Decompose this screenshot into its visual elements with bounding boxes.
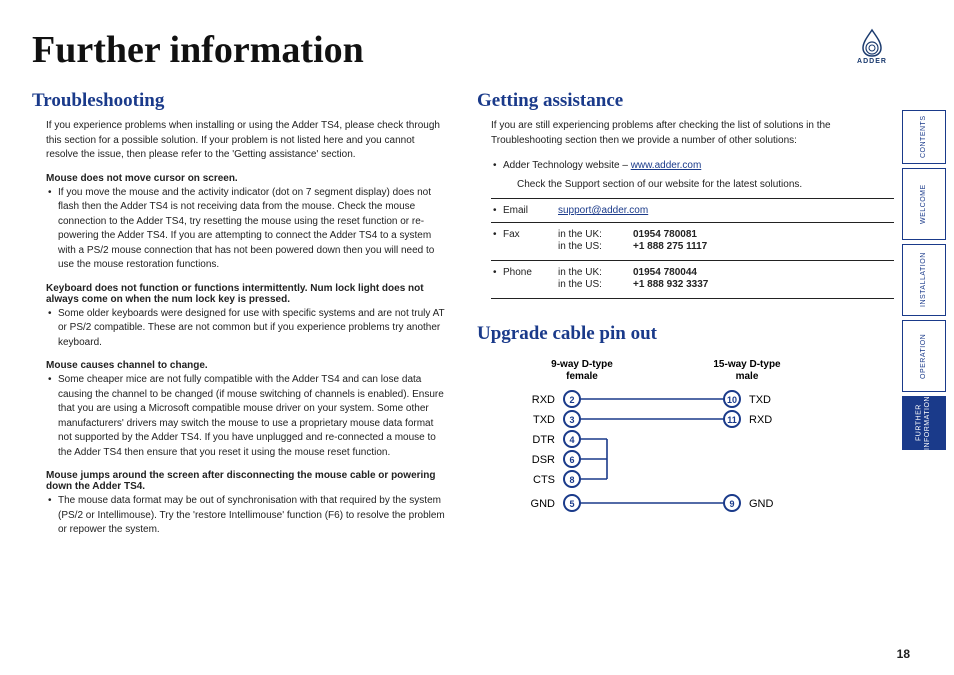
nav-tab-contents[interactable]: CONTENTS [902, 110, 946, 164]
svg-text:male: male [736, 371, 759, 382]
svg-text:female: female [566, 371, 598, 382]
svg-text:TXD: TXD [749, 394, 771, 406]
svg-text:GND: GND [531, 498, 556, 510]
svg-text:CTS: CTS [533, 474, 555, 486]
svg-text:10: 10 [727, 395, 737, 405]
svg-text:6: 6 [569, 455, 574, 465]
troubleshooting-intro: If you experience problems when installi… [46, 119, 449, 163]
side-nav: CONTENTS WELCOME INSTALLATION OPERATION … [902, 110, 946, 450]
fax-us: +1 888 275 1117 [633, 241, 707, 252]
nav-tab-operation[interactable]: OPERATION [902, 320, 946, 392]
svg-text:3: 3 [569, 415, 574, 425]
svg-text:GND: GND [749, 498, 774, 510]
svg-text:9: 9 [729, 499, 734, 509]
phone-row: Phone in the UK: 01954 780044 [503, 267, 894, 278]
us-label: in the US: [558, 279, 633, 290]
uk-label: in the UK: [558, 267, 633, 278]
fax-us-row: in the US: +1 888 275 1117 [503, 241, 894, 252]
website-label: Adder Technology website – [503, 160, 628, 171]
svg-text:RXD: RXD [749, 414, 772, 426]
email-row: Email support@adder.com [503, 205, 894, 216]
email-link[interactable]: support@adder.com [558, 205, 648, 216]
website-note: Check the Support section of our website… [517, 177, 894, 192]
fax-label: Fax [503, 229, 558, 240]
phone-uk: 01954 780044 [633, 267, 697, 278]
svg-text:8: 8 [569, 475, 574, 485]
issue-body: Some older keyboards were designed for u… [58, 307, 449, 351]
issue-body: If you move the mouse and the activity i… [58, 186, 449, 273]
page-number: 18 [897, 647, 910, 661]
brand-logo: ADDER [850, 28, 894, 72]
nav-tab-further-info[interactable]: FURTHER INFORMATION [902, 396, 946, 450]
separator [491, 222, 894, 223]
svg-text:4: 4 [569, 435, 574, 445]
issue-title: Keyboard does not function or functions … [46, 283, 449, 305]
issue-body: The mouse data format may be out of sync… [58, 494, 449, 538]
phone-label: Phone [503, 267, 558, 278]
issue-title: Mouse jumps around the screen after disc… [46, 470, 449, 492]
svg-text:11: 11 [727, 415, 737, 425]
svg-text:5: 5 [569, 499, 574, 509]
issue-title: Mouse causes channel to change. [46, 360, 449, 371]
email-label: Email [503, 205, 558, 216]
website-line: Adder Technology website – www.adder.com [503, 158, 894, 173]
svg-text:RXD: RXD [532, 394, 555, 406]
page-title: Further information [32, 28, 364, 72]
separator [491, 198, 894, 199]
us-label: in the US: [558, 241, 633, 252]
svg-text:9-way D-type: 9-way D-type [551, 359, 613, 370]
assistance-intro: If you are still experiencing problems a… [491, 119, 894, 148]
issue-title: Mouse does not move cursor on screen. [46, 173, 449, 184]
svg-text:DSR: DSR [532, 454, 555, 466]
pinout-heading: Upgrade cable pin out [477, 323, 894, 345]
fax-uk: 01954 780081 [633, 229, 697, 240]
uk-label: in the UK: [558, 229, 633, 240]
assistance-heading: Getting assistance [477, 90, 894, 112]
fax-row: Fax in the UK: 01954 780081 [503, 229, 894, 240]
troubleshooting-heading: Troubleshooting [32, 90, 449, 112]
svg-text:2: 2 [569, 395, 574, 405]
svg-text:15-way D-type: 15-way D-type [713, 359, 781, 370]
brand-name: ADDER [857, 58, 887, 65]
separator [491, 298, 894, 299]
pinout-diagram: 9-way D-type female 15-way D-type male R… [507, 355, 894, 530]
website-link[interactable]: www.adder.com [631, 160, 702, 171]
nav-tab-welcome[interactable]: WELCOME [902, 168, 946, 240]
phone-us-row: in the US: +1 888 932 3337 [503, 279, 894, 290]
svg-text:DTR: DTR [532, 434, 555, 446]
nav-tab-installation[interactable]: INSTALLATION [902, 244, 946, 316]
issue-body: Some cheaper mice are not fully compatib… [58, 373, 449, 460]
svg-text:TXD: TXD [533, 414, 555, 426]
phone-us: +1 888 932 3337 [633, 279, 708, 290]
separator [491, 260, 894, 261]
